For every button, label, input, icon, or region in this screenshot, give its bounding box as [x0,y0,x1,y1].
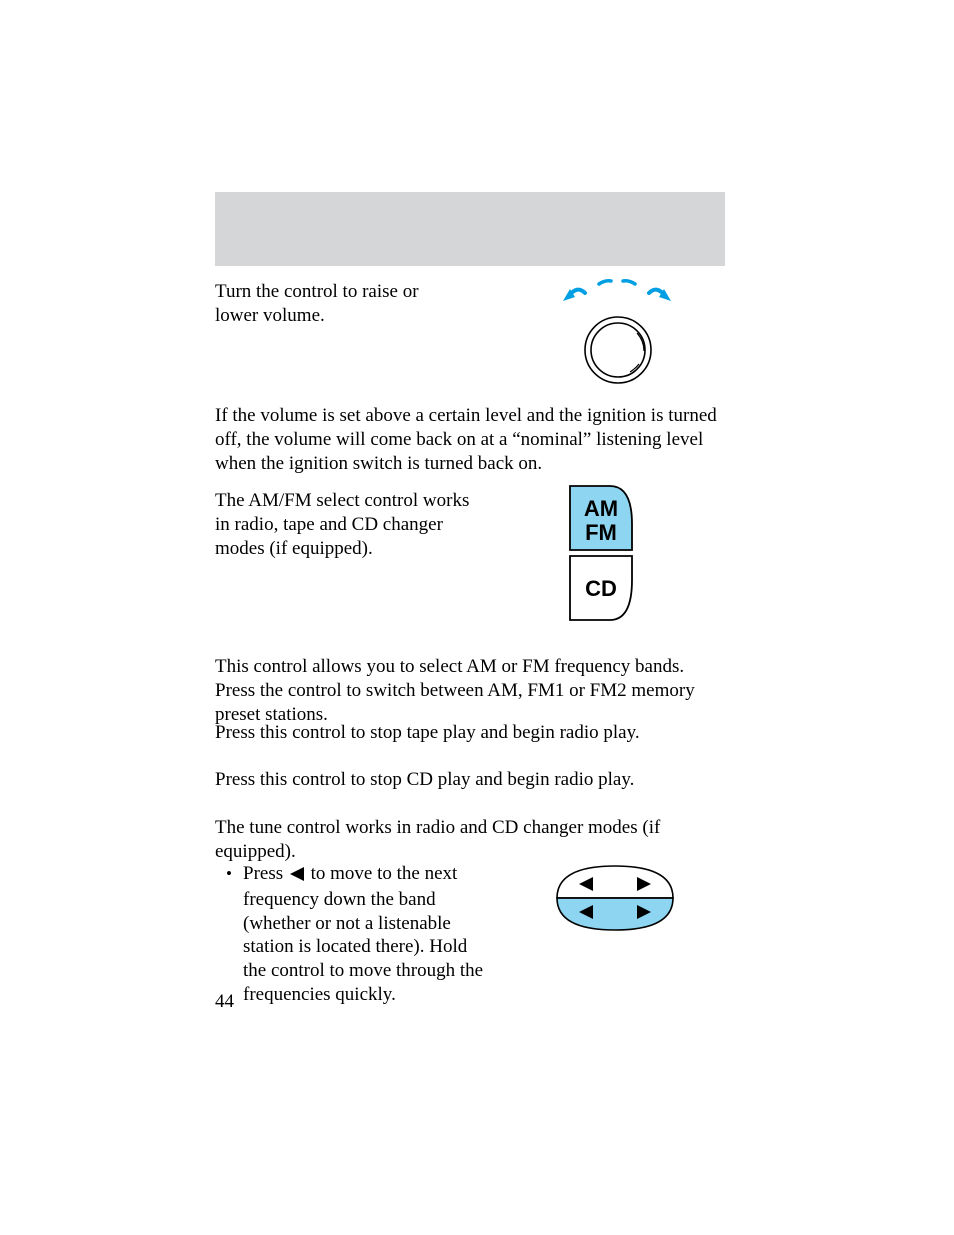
amfm-radio-mode-text: This control allows you to select AM or … [215,655,725,726]
svg-text:AM: AM [584,496,618,521]
tune-bullet-suffix: to move to the next frequency down the b… [243,863,483,1005]
volume-intro-text: Turn the control to raise or lower volum… [215,280,465,328]
bullet-dot: • [215,862,243,1007]
tune-intro-text: The tune control works in radio and CD c… [215,816,725,864]
amfm-cd-button-diagram: AM FM CD [550,480,660,637]
svg-text:CD: CD [585,576,617,601]
left-triangle-icon [288,864,306,888]
volume-ignition-note: If the volume is set above a certain lev… [215,404,725,475]
amfm-cd-mode-text: Press this control to stop CD play and b… [215,768,725,792]
volume-knob-diagram [555,275,685,402]
amfm-tape-mode-text: Press this control to stop tape play and… [215,721,725,745]
page-number: 44 [215,990,234,1014]
amfm-intro-text: The AM/FM select control works in radio,… [215,489,475,560]
section-header-band [215,192,725,266]
svg-text:FM: FM [585,520,617,545]
tune-rocker-diagram [545,858,685,945]
tune-bullet-item: • Press to move to the next frequency do… [215,862,490,1007]
tune-bullet-prefix: Press [243,863,283,884]
